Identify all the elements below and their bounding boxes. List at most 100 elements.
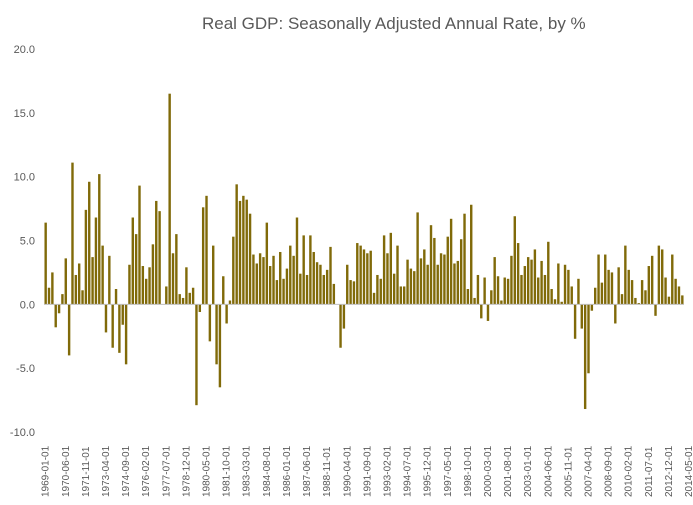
- data-bar: [77, 263, 81, 305]
- data-bar: [597, 254, 600, 305]
- data-bar: [466, 289, 470, 305]
- data-bar: [409, 268, 413, 305]
- x-axis-ticks: 1969-01-01 1970-06-01 1971-11-01 1973-04-01…: [41, 445, 693, 497]
- data-bar: [91, 257, 94, 305]
- data-bar: [212, 245, 215, 305]
- data-bar: [594, 287, 597, 305]
- data-bar: [443, 254, 446, 305]
- data-bar: [537, 277, 540, 305]
- data-bar: [191, 287, 195, 305]
- data-bar: [359, 245, 362, 305]
- data-bar: [57, 304, 61, 314]
- data-bar: [84, 209, 88, 305]
- data-bar: [476, 274, 480, 305]
- y-axis-ticks: -10.0 -5.0 0.0 5.0 10.0 15.0 20.0: [10, 44, 35, 439]
- data-bar: [315, 262, 319, 305]
- data-bar: [419, 258, 423, 305]
- y-tick-label: 20.0: [14, 44, 35, 56]
- x-tick-label: 1983-03-01: [242, 445, 253, 497]
- data-bar: [486, 304, 490, 321]
- data-bar: [168, 93, 171, 305]
- data-bar: [543, 274, 547, 305]
- data-bar: [667, 296, 671, 305]
- data-bar: [124, 304, 128, 365]
- data-bar: [235, 184, 238, 305]
- data-bar: [88, 181, 91, 305]
- data-bar: [386, 253, 389, 305]
- data-bar: [101, 245, 104, 305]
- data-bar: [262, 257, 265, 305]
- data-bar: [245, 199, 248, 305]
- data-bar: [406, 259, 409, 305]
- data-bar: [654, 304, 657, 316]
- data-bar: [242, 195, 245, 305]
- y-tick-label: -5.0: [16, 363, 35, 375]
- x-tick-label: 2008-09-01: [604, 445, 615, 497]
- data-bar: [573, 304, 577, 339]
- data-bar: [446, 236, 449, 305]
- y-tick-label: 5.0: [20, 236, 35, 248]
- data-bar: [319, 264, 322, 305]
- data-bar: [108, 255, 111, 305]
- data-bar: [134, 234, 138, 305]
- data-bar: [265, 222, 269, 305]
- data-bar: [61, 294, 64, 305]
- data-bar: [399, 286, 403, 305]
- data-bar: [604, 254, 607, 305]
- data-bar: [557, 263, 560, 305]
- data-bar: [339, 304, 342, 348]
- data-bar: [228, 300, 232, 305]
- x-tick-label: 2012-12-01: [664, 445, 675, 497]
- x-tick-label: 2001-08-01: [503, 445, 514, 497]
- data-bar: [299, 273, 302, 305]
- data-bar: [439, 253, 443, 305]
- data-bar: [463, 213, 466, 305]
- data-bar: [657, 245, 661, 305]
- data-bar: [526, 257, 530, 305]
- x-tick-label: 1998-10-01: [463, 445, 474, 497]
- data-bar: [627, 269, 630, 305]
- x-tick-label: 1981-10-01: [222, 445, 233, 497]
- data-bar: [483, 277, 486, 305]
- data-bar: [634, 297, 637, 305]
- data-bar: [81, 290, 84, 305]
- data-bar: [392, 273, 396, 305]
- x-tick-label: 1995-12-01: [423, 445, 434, 497]
- data-bar: [74, 274, 78, 305]
- data-bar: [185, 267, 188, 305]
- data-bar: [366, 253, 369, 305]
- data-bar: [71, 162, 74, 305]
- data-bar: [413, 271, 416, 305]
- x-tick-label: 1970-06-01: [61, 445, 72, 497]
- data-bar: [523, 266, 527, 305]
- data-bar: [275, 280, 279, 305]
- data-bar: [396, 245, 399, 305]
- data-bar: [664, 277, 667, 305]
- data-bar: [352, 281, 356, 305]
- data-bar: [225, 304, 228, 324]
- data-bar: [144, 278, 148, 305]
- data-bar: [490, 290, 493, 305]
- data-bar: [510, 255, 513, 305]
- x-tick-label: 2003-01-01: [523, 445, 534, 497]
- data-bar: [218, 304, 222, 388]
- data-bar: [198, 304, 202, 312]
- data-bar: [560, 301, 563, 305]
- data-bar: [94, 217, 98, 305]
- data-bar: [570, 286, 573, 305]
- data-bar: [503, 277, 506, 305]
- data-bar: [292, 255, 295, 305]
- data-bar: [500, 300, 503, 305]
- data-bar: [493, 257, 496, 305]
- data-bar: [248, 213, 252, 305]
- data-bar: [416, 212, 419, 305]
- data-bar: [329, 246, 332, 305]
- data-bar: [252, 254, 255, 305]
- data-bar: [607, 269, 610, 305]
- data-bar: [470, 204, 473, 305]
- data-bar: [362, 249, 366, 305]
- data-bar: [453, 263, 456, 305]
- x-tick-label: 1987-06-01: [302, 445, 313, 497]
- data-bar: [459, 239, 463, 305]
- data-bar: [222, 276, 225, 305]
